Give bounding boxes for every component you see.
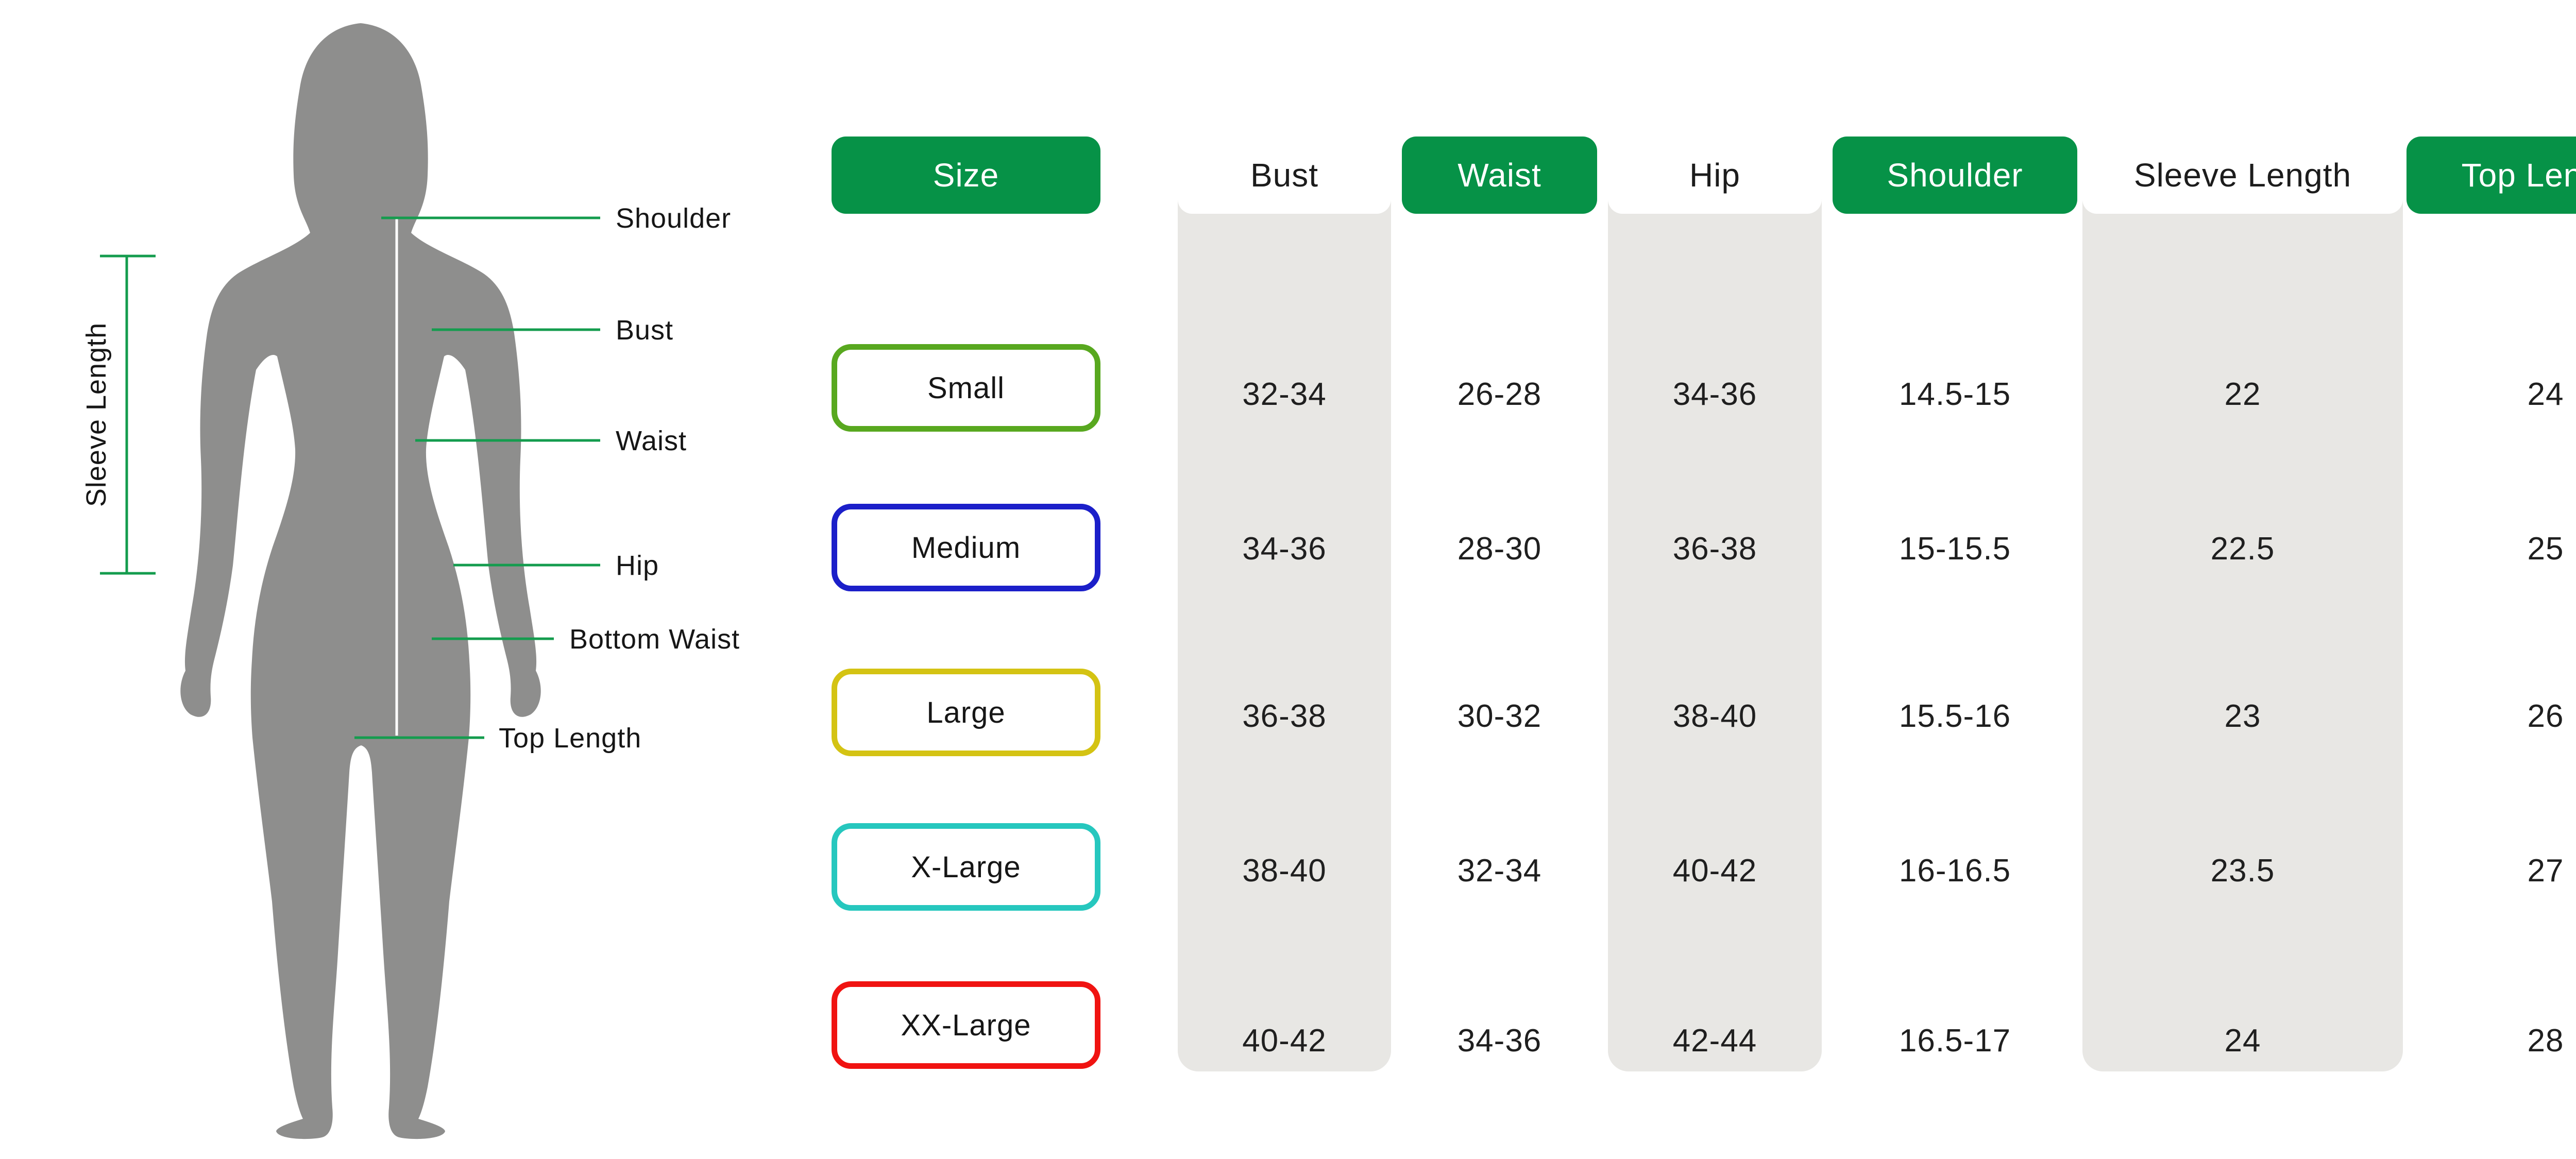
cell-sleeve-medium: 22.5 bbox=[2210, 531, 2275, 567]
size-button-large: Large bbox=[832, 669, 1100, 756]
size-column-header: Size bbox=[832, 137, 1100, 214]
cell-shoulder-xxlarge: 16.5-17 bbox=[1899, 1022, 2011, 1059]
cell-bust-medium: 34-36 bbox=[1242, 531, 1327, 567]
cell-hip-xxlarge: 42-44 bbox=[1672, 1022, 1757, 1059]
sleeve-length-label: Sleeve Length bbox=[81, 322, 112, 507]
cell-sleeve-small: 22 bbox=[2224, 376, 2261, 412]
cell-toplength-xlarge: 27 bbox=[2527, 853, 2564, 889]
shoulder-label: Shoulder bbox=[616, 203, 731, 234]
cell-bust-small: 32-34 bbox=[1242, 376, 1327, 412]
cell-sleeve-xlarge: 23.5 bbox=[2210, 853, 2275, 889]
hip-column-bg bbox=[1608, 137, 1822, 1071]
cell-shoulder-large: 15.5-16 bbox=[1899, 698, 2011, 734]
cell-hip-small: 34-36 bbox=[1672, 376, 1757, 412]
size-button-medium: Medium bbox=[832, 504, 1100, 591]
hip-column-header: Hip bbox=[1608, 137, 1822, 214]
cell-waist-xlarge: 32-34 bbox=[1457, 853, 1542, 889]
cell-hip-large: 38-40 bbox=[1672, 698, 1757, 734]
cell-shoulder-small: 14.5-15 bbox=[1899, 376, 2011, 412]
cell-hip-medium: 36-38 bbox=[1672, 531, 1757, 567]
cell-bust-large: 36-38 bbox=[1242, 698, 1327, 734]
sleeve-length-column-header: Sleeve Length bbox=[2082, 137, 2403, 214]
cell-waist-medium: 28-30 bbox=[1457, 531, 1542, 567]
top-length-label: Top Length bbox=[499, 723, 641, 754]
cell-hip-xlarge: 40-42 bbox=[1672, 853, 1757, 889]
cell-waist-xxlarge: 34-36 bbox=[1457, 1022, 1542, 1059]
cell-toplength-small: 24 bbox=[2527, 376, 2564, 412]
cell-sleeve-large: 23 bbox=[2224, 698, 2261, 734]
woman-silhouette-icon bbox=[180, 23, 541, 1139]
waist-column-header: Waist bbox=[1402, 137, 1597, 214]
bust-column-bg bbox=[1178, 137, 1391, 1071]
cell-bust-xlarge: 38-40 bbox=[1242, 853, 1327, 889]
size-button-xlarge: X-Large bbox=[832, 823, 1100, 911]
cell-shoulder-xlarge: 16-16.5 bbox=[1899, 853, 2011, 889]
cell-waist-large: 30-32 bbox=[1457, 698, 1542, 734]
cell-toplength-medium: 25 bbox=[2527, 531, 2564, 567]
size-button-small: Small bbox=[832, 344, 1100, 432]
cell-shoulder-medium: 15-15.5 bbox=[1899, 531, 2011, 567]
size-button-xxlarge: XX-Large bbox=[832, 981, 1100, 1069]
cell-waist-small: 26-28 bbox=[1457, 376, 1542, 412]
bust-column-header: Bust bbox=[1178, 137, 1391, 214]
sleeve-length-column-bg bbox=[2082, 137, 2403, 1071]
cell-sleeve-xxlarge: 24 bbox=[2224, 1022, 2261, 1059]
cell-toplength-large: 26 bbox=[2527, 698, 2564, 734]
bust-label: Bust bbox=[616, 315, 673, 346]
waist-label: Waist bbox=[616, 425, 687, 456]
cell-bust-xxlarge: 40-42 bbox=[1242, 1022, 1327, 1059]
cell-toplength-xxlarge: 28 bbox=[2527, 1022, 2564, 1059]
bottom-waist-label: Bottom Waist bbox=[569, 624, 740, 655]
hip-label: Hip bbox=[616, 550, 659, 581]
top-length-column-header: Top Length bbox=[2406, 137, 2576, 214]
shoulder-column-header: Shoulder bbox=[1833, 137, 2077, 214]
body-measurement-figure: Sleeve Length Shoulder Bust Waist Hip Bo… bbox=[81, 23, 740, 1139]
sleeve-length-bracket bbox=[100, 254, 156, 575]
